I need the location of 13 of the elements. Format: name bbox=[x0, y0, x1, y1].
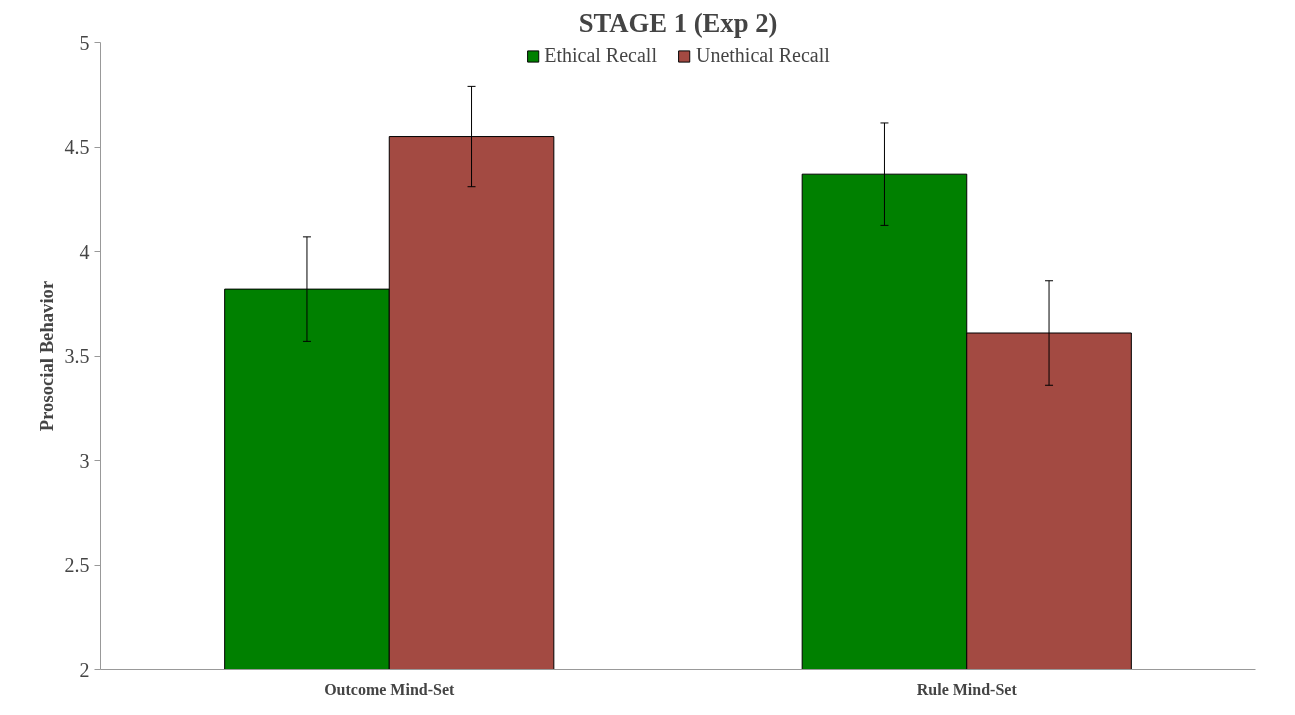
legend-label: Ethical Recall bbox=[544, 44, 657, 67]
chart-title: STAGE 1 (Exp 2) bbox=[578, 7, 778, 38]
legend-label: Unethical Recall bbox=[695, 44, 830, 67]
x-tick-label: Rule Mind-Set bbox=[916, 680, 1018, 698]
y-tick-label: 3.5 bbox=[64, 345, 90, 367]
y-tick-label: 4.5 bbox=[64, 136, 90, 158]
y-tick-label: 5 bbox=[79, 31, 90, 54]
y-tick-label: 4 bbox=[79, 240, 90, 263]
y-axis-title: Prosocial Behavior bbox=[35, 280, 57, 432]
x-tick-label: Outcome Mind-Set bbox=[324, 680, 456, 698]
y-tick-label: 3 bbox=[79, 449, 90, 472]
y-tick-label: 2 bbox=[79, 658, 90, 681]
y-tick-label: 2.5 bbox=[64, 554, 90, 576]
